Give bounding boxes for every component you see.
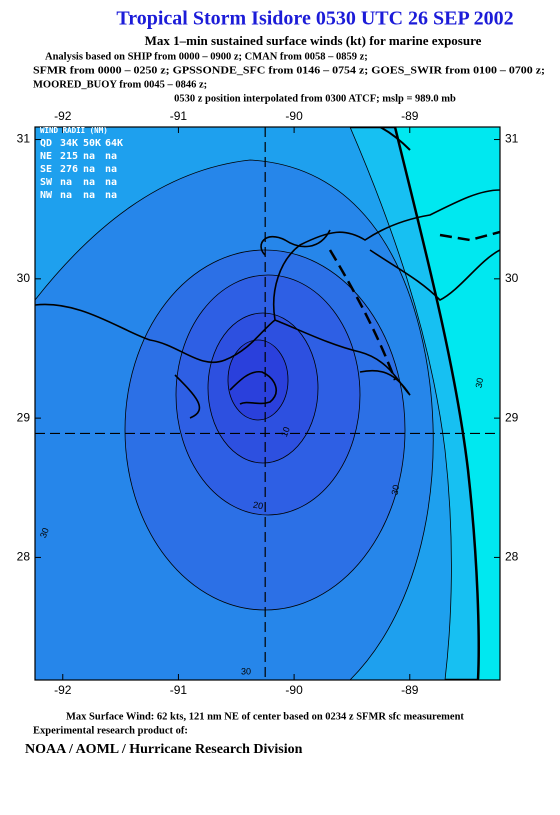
x-tick-label: -91 (170, 683, 188, 697)
x-tick-label: -90 (285, 683, 303, 697)
dashed-line (328, 230, 500, 381)
wind-radii-cell: na (105, 177, 117, 188)
wind-radii-cell: 64K (105, 138, 123, 149)
wind-radii-cell: na (83, 151, 95, 162)
y-tick-label: 30 (505, 271, 519, 285)
analysis-line: Analysis based on SHIP from 0000 – 0900 … (45, 51, 368, 62)
organization: NOAA / AOML / Hurricane Research Divisio… (25, 742, 303, 757)
wind-radii-cell: NE (40, 151, 52, 162)
wind-radii-cell: QD (40, 138, 52, 149)
wind-radii-cell: 276 (60, 164, 78, 175)
coastline (35, 189, 500, 419)
contour-label: 10 (279, 425, 292, 438)
wind-radii-cell: na (105, 151, 117, 162)
contour-label: 30 (38, 526, 51, 539)
contour-label: 30 (241, 666, 251, 676)
wind-radii-cell: na (83, 190, 95, 201)
y-tick-label: 30 (17, 271, 31, 285)
wind-radii-cell: SE (40, 164, 52, 175)
wind-radii-cell: na (60, 190, 72, 201)
wind-radii-cell: na (83, 164, 95, 175)
wind-radii-cell: 215 (60, 151, 78, 162)
wind-radii-cell: na (83, 177, 95, 188)
y-tick-label: 29 (505, 410, 519, 424)
max-wind-note: Max Surface Wind: 62 kts, 121 nm NE of c… (66, 711, 464, 722)
wind-radii-title: WIND RADII (NM) (40, 126, 108, 135)
wind-radii-cell: na (105, 164, 117, 175)
coastline (229, 370, 277, 405)
position-note: 0530 z position interpolated from 0300 A… (174, 93, 456, 104)
x-tick-label: -90 (285, 109, 303, 123)
wind-radii-cell: 50K (83, 138, 101, 149)
contour (227, 339, 289, 421)
subtitle: Max 1–min sustained surface winds (kt) f… (145, 33, 482, 48)
y-tick-label: 28 (505, 550, 519, 564)
wind-radii-cell: 34K (60, 138, 78, 149)
wind-radii-cell: na (60, 177, 72, 188)
y-tick-label: 28 (17, 550, 31, 564)
y-tick-label: 31 (505, 132, 519, 146)
y-tick-label: 29 (17, 410, 31, 424)
x-tick-label: -89 (401, 683, 419, 697)
x-tick-label: -89 (401, 109, 419, 123)
y-tick-label: 31 (17, 132, 31, 146)
contour-label: 30 (390, 484, 402, 496)
contour-label: 30 (474, 377, 486, 389)
analysis-line: MOORED_BUOY from 0045 – 0846 z; (33, 79, 207, 90)
arrow (379, 127, 411, 151)
analysis-line: SFMR from 0000 – 0250 z; GPSSONDE_SFC fr… (33, 65, 545, 76)
contour-label: 20 (252, 500, 264, 512)
map-field (35, 127, 500, 680)
wind-radii-cell: SW (40, 177, 53, 188)
wind-radii-cell: na (105, 190, 117, 201)
x-tick-label: -92 (54, 109, 72, 123)
title: Tropical Storm Isidore 0530 UTC 26 SEP 2… (116, 8, 513, 30)
credit: Experimental research product of: (33, 725, 188, 736)
wind-radii-cell: NW (40, 190, 53, 201)
map-frame (34, 126, 501, 681)
x-tick-label: -91 (170, 109, 188, 123)
x-tick-label: -92 (54, 683, 72, 697)
